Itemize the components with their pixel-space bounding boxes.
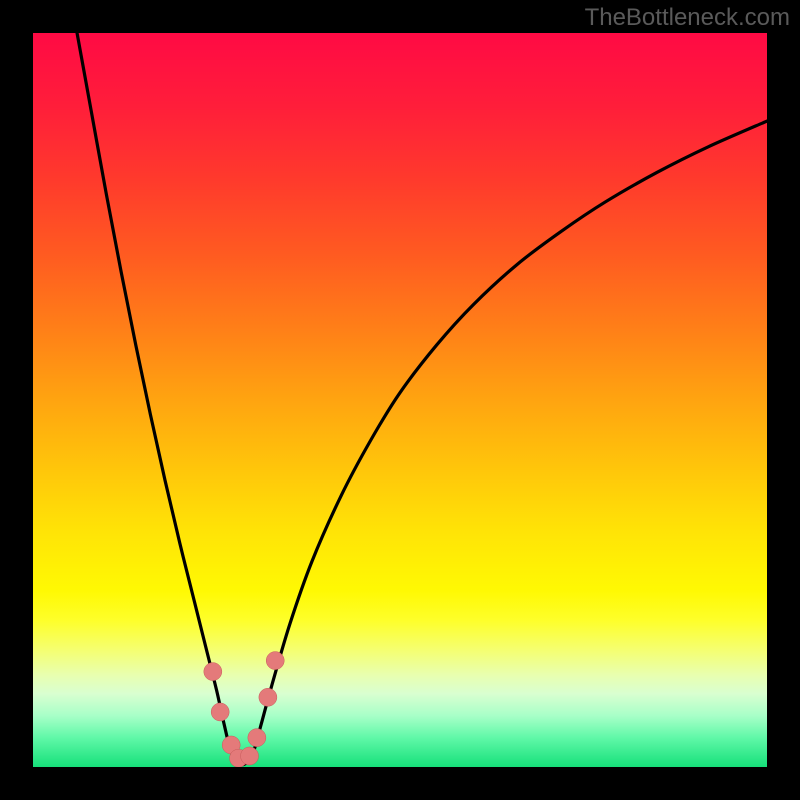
curve-marker xyxy=(211,703,229,721)
plot-background-gradient xyxy=(33,33,767,767)
curve-marker xyxy=(259,688,277,706)
curve-marker xyxy=(248,729,266,747)
curve-marker xyxy=(204,663,222,681)
figure-container: TheBottleneck.com xyxy=(0,0,800,800)
watermark-text: TheBottleneck.com xyxy=(585,4,790,32)
bottleneck-plot xyxy=(0,0,800,800)
curve-marker xyxy=(266,652,284,670)
curve-marker xyxy=(241,747,259,765)
